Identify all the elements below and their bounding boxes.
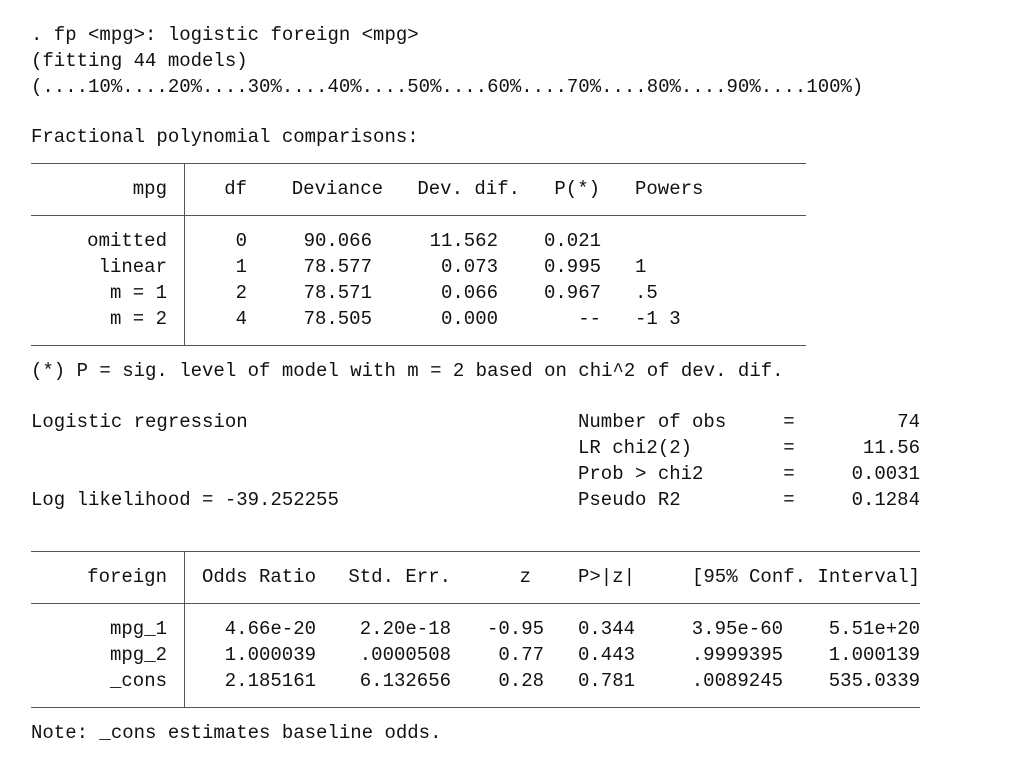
table-cell: linear bbox=[99, 256, 167, 278]
table-header: df bbox=[224, 178, 247, 200]
stat-value: 11.56 bbox=[863, 437, 920, 459]
table-cell: 1.000139 bbox=[829, 644, 920, 666]
table-cell: 4 bbox=[236, 308, 247, 330]
table-cell: 2 bbox=[236, 282, 247, 304]
section-title: Fractional polynomial comparisons: bbox=[31, 126, 419, 148]
table-cell: 0.021 bbox=[544, 230, 601, 252]
stat-sign: = bbox=[783, 437, 794, 459]
footnote: (*) P = sig. level of model with m = 2 b… bbox=[31, 360, 784, 382]
table-cell: 6.132656 bbox=[360, 670, 451, 692]
log-likelihood: Log likelihood = -39.252255 bbox=[31, 489, 339, 511]
table-header: Dev. dif. bbox=[417, 178, 520, 200]
table-cell: -1 3 bbox=[635, 308, 681, 330]
table-cell: 535.0339 bbox=[829, 670, 920, 692]
table-cell: m = 1 bbox=[110, 282, 167, 304]
table-header: z bbox=[520, 566, 531, 588]
table-header: Odds Ratio bbox=[202, 566, 316, 588]
table-cell: 0.77 bbox=[498, 644, 544, 666]
table-cell: 4.66e-20 bbox=[225, 618, 316, 640]
note: Note: _cons estimates baseline odds. bbox=[31, 722, 441, 744]
table-cell: 0.967 bbox=[544, 282, 601, 304]
stat-value: 0.0031 bbox=[852, 463, 920, 485]
table-cell: 0.073 bbox=[441, 256, 498, 278]
table-cell: .9999395 bbox=[692, 644, 783, 666]
table-cell: 1.000039 bbox=[225, 644, 316, 666]
table-header: Std. Err. bbox=[348, 566, 451, 588]
progress-line: (....10%....20%....30%....40%....50%....… bbox=[31, 76, 863, 98]
table-header: P(*) bbox=[554, 178, 600, 200]
stat-sign: = bbox=[783, 489, 794, 511]
table-cell: 0.000 bbox=[441, 308, 498, 330]
table-cell: 78.577 bbox=[304, 256, 372, 278]
stat-sign: = bbox=[783, 411, 794, 433]
table-cell: _cons bbox=[109, 670, 167, 692]
table-cell: 0.344 bbox=[578, 618, 635, 640]
stat-label: Number of obs bbox=[578, 411, 726, 433]
stat-value: 74 bbox=[897, 411, 920, 433]
stat-label: LR chi2(2) bbox=[578, 437, 692, 459]
table-header: [95% Conf. Interval] bbox=[692, 566, 920, 588]
table-cell: omitted bbox=[87, 230, 167, 252]
stat-value: 0.1284 bbox=[852, 489, 920, 511]
table-header: foreign bbox=[87, 566, 167, 588]
model-title: Logistic regression bbox=[31, 411, 248, 433]
stat-sign: = bbox=[783, 463, 794, 485]
table-cell: 2.20e-18 bbox=[360, 618, 451, 640]
table-cell: 0.995 bbox=[544, 256, 601, 278]
fitting-line: (fitting 44 models) bbox=[31, 50, 248, 72]
table-cell: 90.066 bbox=[304, 230, 372, 252]
table-header: P>|z| bbox=[578, 566, 635, 588]
table-cell: 2.185161 bbox=[225, 670, 316, 692]
table-cell: m = 2 bbox=[110, 308, 167, 330]
stat-label: Pseudo R2 bbox=[578, 489, 681, 511]
table-cell: .0000508 bbox=[360, 644, 451, 666]
table-cell: .5 bbox=[635, 282, 658, 304]
table-cell: 78.505 bbox=[304, 308, 372, 330]
table-cell: -0.95 bbox=[487, 618, 544, 640]
table-cell: 0.28 bbox=[498, 670, 544, 692]
table-header: Deviance bbox=[292, 178, 383, 200]
table-cell: .0089245 bbox=[692, 670, 783, 692]
table-cell: 1 bbox=[236, 256, 247, 278]
table-cell: 1 bbox=[635, 256, 646, 278]
table-cell: -- bbox=[578, 308, 601, 330]
table-cell: 0.443 bbox=[578, 644, 635, 666]
table-header: Powers bbox=[635, 178, 703, 200]
table-cell: 11.562 bbox=[430, 230, 498, 252]
table-cell: 0 bbox=[236, 230, 247, 252]
table-cell: 3.95e-60 bbox=[692, 618, 783, 640]
table-cell: mpg_2 bbox=[110, 644, 167, 666]
table-cell: 0.781 bbox=[578, 670, 635, 692]
table-cell: mpg_1 bbox=[110, 618, 167, 640]
command-line: . fp <mpg>: logistic foreign <mpg> bbox=[31, 24, 419, 46]
table-cell: 78.571 bbox=[304, 282, 372, 304]
table-header: mpg bbox=[133, 178, 167, 200]
stat-label: Prob > chi2 bbox=[578, 463, 703, 485]
table-cell: 0.066 bbox=[441, 282, 498, 304]
table-cell: 5.51e+20 bbox=[829, 618, 920, 640]
